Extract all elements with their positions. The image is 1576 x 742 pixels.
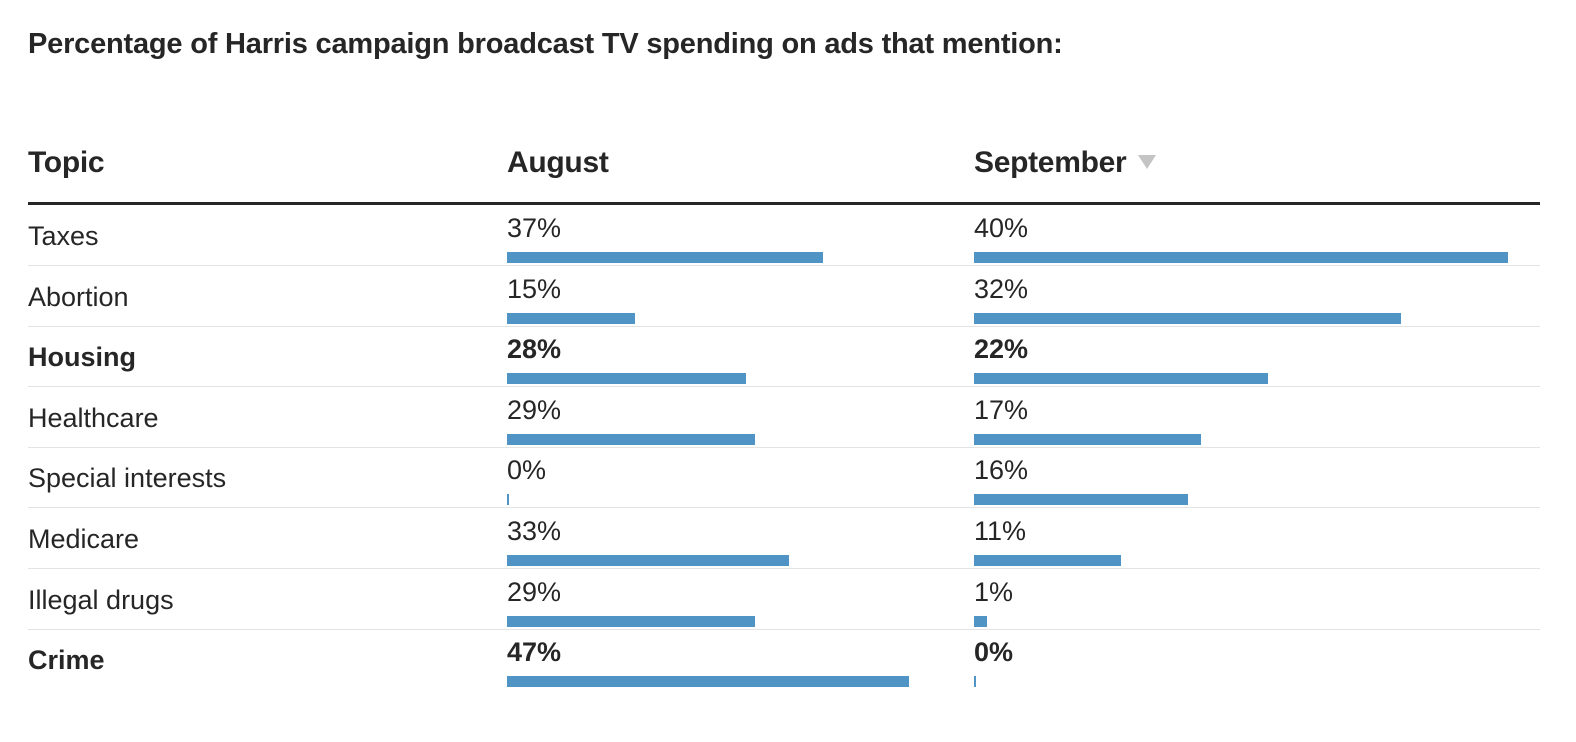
row-divider: [28, 628, 1540, 630]
bar-september: [974, 676, 976, 688]
data-label-september: 17%: [974, 394, 1029, 425]
bar-september: [974, 615, 988, 627]
column-header-topic[interactable]: Topic: [28, 146, 105, 179]
table-row: Abortion 15% 32%: [28, 266, 1540, 327]
topic-label: Special interests: [28, 463, 227, 494]
data-label-august: 33%: [507, 516, 562, 546]
topic-label: Abortion: [28, 281, 129, 312]
table-row: Medicare 33% 11%: [28, 508, 1540, 569]
bar-august: [507, 433, 756, 445]
column-header-september[interactable]: September: [974, 146, 1157, 180]
topic-label: Medicare: [28, 524, 140, 554]
sort-down-icon[interactable]: [1138, 155, 1157, 170]
table-row: Healthcare 29% 17%: [28, 387, 1540, 448]
data-label-august: 28%: [507, 334, 562, 365]
data-label-august: 47%: [507, 637, 562, 668]
row-divider: [28, 325, 1540, 327]
bar-september: [974, 433, 1201, 445]
row-divider: [28, 568, 1540, 569]
table-row: Special interests 0% 16%: [28, 447, 1540, 509]
header-rule: [28, 202, 1540, 205]
data-label-august: 0%: [507, 455, 547, 486]
data-label-september: 0%: [974, 637, 1014, 668]
table-row: Taxes 37% 40%: [28, 205, 1540, 266]
bar-august: [507, 373, 747, 385]
row-divider: [28, 386, 1540, 388]
chart-title: Percentage of Harris campaign broadcast …: [28, 28, 1063, 60]
bar-august: [507, 312, 636, 324]
data-label-september: 11%: [974, 516, 1027, 546]
topic-label: Housing: [28, 342, 136, 373]
data-label-september: 1%: [974, 576, 1014, 607]
topic-label: Healthcare: [28, 402, 159, 433]
bar-august: [507, 555, 790, 566]
table-row: Illegal drugs 29% 1%: [28, 569, 1540, 630]
data-label-august: 37%: [507, 213, 562, 243]
bar-september: [974, 252, 1508, 263]
data-label-september: 32%: [974, 273, 1029, 304]
bar-september: [974, 494, 1188, 506]
table-row: Crime 47% 0%: [28, 629, 1540, 690]
row-divider: [28, 446, 1540, 448]
data-label-august: 15%: [507, 273, 562, 304]
row-divider: [28, 507, 1540, 509]
data-label-august: 29%: [507, 394, 562, 425]
topic-label: Crime: [28, 645, 105, 676]
bar-september: [974, 312, 1402, 324]
bar-august: [507, 615, 756, 627]
column-header-august[interactable]: August: [507, 146, 609, 179]
data-label-september: 40%: [974, 213, 1029, 243]
topic-label: Taxes: [28, 221, 99, 251]
bar-september: [974, 373, 1268, 385]
data-label-september: 16%: [974, 455, 1029, 486]
data-label-august: 29%: [507, 576, 562, 607]
topic-label: Illegal drugs: [28, 584, 174, 615]
bar-august: [507, 676, 909, 688]
row-divider: [28, 265, 1540, 266]
table-row: Housing 28% 22%: [28, 326, 1540, 388]
bar-august: [507, 494, 509, 506]
bar-august: [507, 252, 824, 263]
data-label-september: 22%: [974, 334, 1029, 365]
bar-september: [974, 555, 1121, 566]
column-header-september-label: September: [974, 146, 1127, 179]
